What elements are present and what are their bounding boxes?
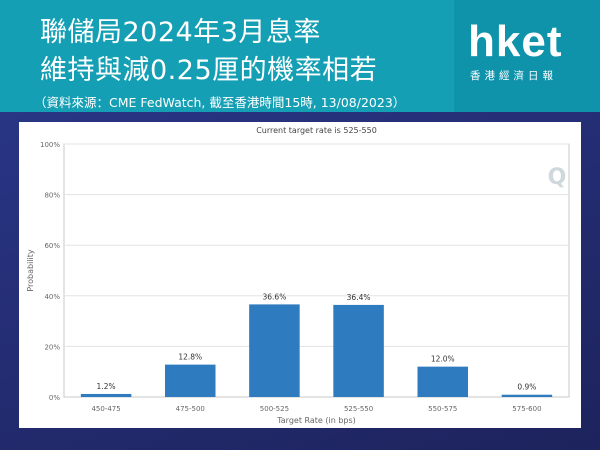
y-tick-label: 20% [44, 343, 60, 351]
bar [249, 304, 300, 397]
bar [80, 393, 132, 397]
bar-value-label: 36.6% [263, 292, 287, 301]
bar [417, 366, 468, 397]
y-tick-label: 100% [40, 141, 60, 149]
plot-frame [63, 143, 570, 398]
q-logo-icon: Q [548, 165, 567, 190]
x-tick-label: 525-550 [344, 405, 373, 413]
bar-value-label: 0.9% [517, 383, 536, 392]
y-tick-label: 80% [44, 192, 60, 200]
x-tick-label: 475-500 [176, 405, 205, 413]
chart-panel: Current target rate is 525-550 0% 20% 40% 60… [19, 122, 581, 428]
bar [501, 394, 553, 397]
bar-chart: Current target rate is 525-550 0% 20% 40% 60… [26, 126, 570, 425]
bar [165, 364, 216, 397]
brand-panel [454, 0, 600, 112]
y-tick-label: 0% [49, 394, 60, 402]
bar [333, 304, 384, 397]
bar-value-label: 1.2% [97, 382, 116, 391]
page-title-line2: 維持與減0.25厘的機率相若 [40, 55, 378, 86]
bar-value-label: 36.4% [347, 293, 371, 302]
x-tick-label: 550-575 [428, 405, 457, 413]
hket-logo-subtitle: 香港經濟日報 [470, 70, 557, 82]
chart-title: Current target rate is 525-550 [256, 126, 377, 135]
y-tick-label: 60% [44, 242, 60, 250]
page-title-line1: 聯儲局2024年3月息率 [40, 17, 321, 48]
x-tick-label: 500-525 [260, 405, 289, 413]
x-axis-label: Target Rate (in bps) [276, 416, 356, 425]
x-tick-label: 450-475 [91, 405, 120, 413]
source-note: （資料來源：CME FedWatch, 截至香港時間15時, 13/08/202… [34, 95, 406, 110]
y-axis-label: Probability [26, 249, 35, 292]
bar-value-label: 12.8% [178, 353, 202, 362]
bar-value-label: 12.0% [431, 355, 455, 364]
x-tick-label: 575-600 [512, 405, 541, 413]
y-tick-label: 40% [44, 293, 60, 301]
hket-logo: hket [468, 17, 563, 66]
